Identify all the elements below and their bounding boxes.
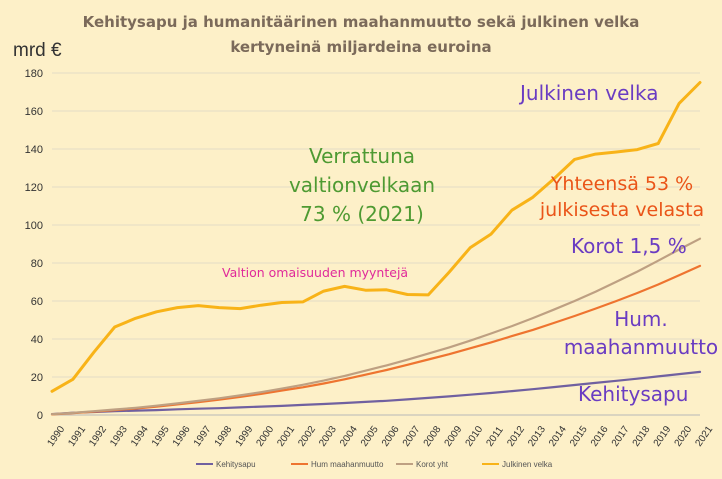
- x-tick-label: 2017: [610, 424, 632, 449]
- chart-title-line1: Kehitysapu ja humanitäärinen maahanmuutt…: [83, 13, 640, 31]
- x-tick-label: 2021: [693, 424, 715, 449]
- series-line-korot-yht: [50, 237, 702, 416]
- y-tick-label: 120: [25, 182, 43, 194]
- x-tick-label: 2008: [422, 424, 444, 449]
- series-line-kehitysapu: [50, 370, 702, 416]
- x-tick-label: 2015: [568, 424, 590, 449]
- annotation-valtion: Valtion omaisuuden myyntejä: [222, 265, 408, 280]
- series-lines: [50, 81, 702, 416]
- legend-entry: Hum maahanmuutto: [311, 460, 384, 469]
- x-tick-label: 2007: [401, 424, 423, 449]
- x-tick-label: 2011: [484, 424, 506, 448]
- y-tick-label: 180: [25, 68, 43, 80]
- legend-entry: Kehitysapu: [216, 460, 256, 469]
- x-tick-label: 1994: [129, 424, 151, 449]
- y-tick-label: 0: [37, 410, 43, 422]
- x-tick-label: 1990: [45, 424, 67, 449]
- x-tick-label: 1995: [150, 424, 172, 449]
- x-tick-label: 2004: [338, 424, 360, 449]
- x-tick-label: 1993: [108, 424, 130, 449]
- x-tick-label: 2003: [317, 424, 339, 449]
- x-tick-label: 2016: [589, 424, 611, 449]
- y-tick-label: 80: [31, 258, 43, 270]
- annotation-yhteensa: julkisesta velasta: [539, 199, 704, 221]
- chart-title-line2: kertyneinä miljardeina euroina: [230, 38, 491, 56]
- legend: Kehitysapu Hum maahanmuutto Korot yht Julki…: [196, 460, 553, 469]
- legend-entry: Julkinen velka: [502, 460, 553, 469]
- annotation-julkinen-velka: Julkinen velka: [518, 81, 658, 105]
- x-tick-label: 1996: [171, 424, 193, 449]
- y-tick-label: 160: [25, 106, 43, 118]
- x-tick-label: 2019: [652, 424, 674, 449]
- x-tick-label: 2018: [631, 424, 653, 449]
- y-tick-label: 60: [31, 296, 43, 308]
- x-tick-label: 2002: [296, 424, 318, 449]
- x-tick-label: 2005: [359, 424, 381, 449]
- annotation-hum: maahanmuutto: [564, 335, 718, 359]
- annotation-hum: Hum.: [614, 307, 668, 331]
- x-axis-ticks: 1990 1991 1992 1993 1994 1995 1996 1997 1998 1999…: [45, 424, 715, 449]
- x-tick-label: 2014: [547, 424, 569, 449]
- x-tick-label: 2020: [673, 424, 695, 449]
- y-tick-label: 20: [31, 372, 43, 384]
- annotation-kehitysapu: Kehitysapu: [578, 382, 688, 406]
- y-axis-unit-label: mrd €: [13, 40, 62, 61]
- annotation-verrattuna: valtionvelkaan: [289, 173, 435, 197]
- x-tick-label: 1992: [87, 424, 109, 449]
- x-tick-label: 1998: [213, 424, 235, 449]
- annotation-verrattuna: 73 % (2021): [300, 202, 424, 226]
- annotation-verrattuna: Verrattuna: [309, 144, 415, 168]
- x-tick-label: 2013: [526, 424, 548, 449]
- x-tick-label: 1997: [192, 424, 214, 449]
- gridlines: [52, 72, 700, 416]
- x-tick-label: 1999: [234, 424, 256, 449]
- x-tick-label: 2010: [464, 424, 486, 449]
- x-tick-label: 2006: [380, 424, 402, 449]
- annotations: Julkinen velka Verrattuna valtionvelkaan 73…: [222, 81, 718, 406]
- series-line-julkinen-velka: [50, 81, 702, 393]
- annotation-korot: Korot 1,5 %: [571, 234, 687, 258]
- y-tick-label: 100: [25, 220, 43, 232]
- x-tick-label: 2009: [443, 424, 465, 449]
- y-axis-ticks: 0 20 40 60 80 100 120 140 160 180: [25, 68, 43, 422]
- annotation-yhteensa: Yhteensä 53 %: [550, 173, 693, 195]
- x-tick-label: 2001: [275, 424, 297, 449]
- y-tick-label: 140: [25, 144, 43, 156]
- x-tick-label: 1991: [66, 424, 88, 449]
- x-tick-label: 2012: [505, 424, 527, 449]
- x-tick-label: 2000: [254, 424, 276, 449]
- legend-entry: Korot yht: [416, 460, 449, 469]
- y-tick-label: 40: [31, 334, 43, 346]
